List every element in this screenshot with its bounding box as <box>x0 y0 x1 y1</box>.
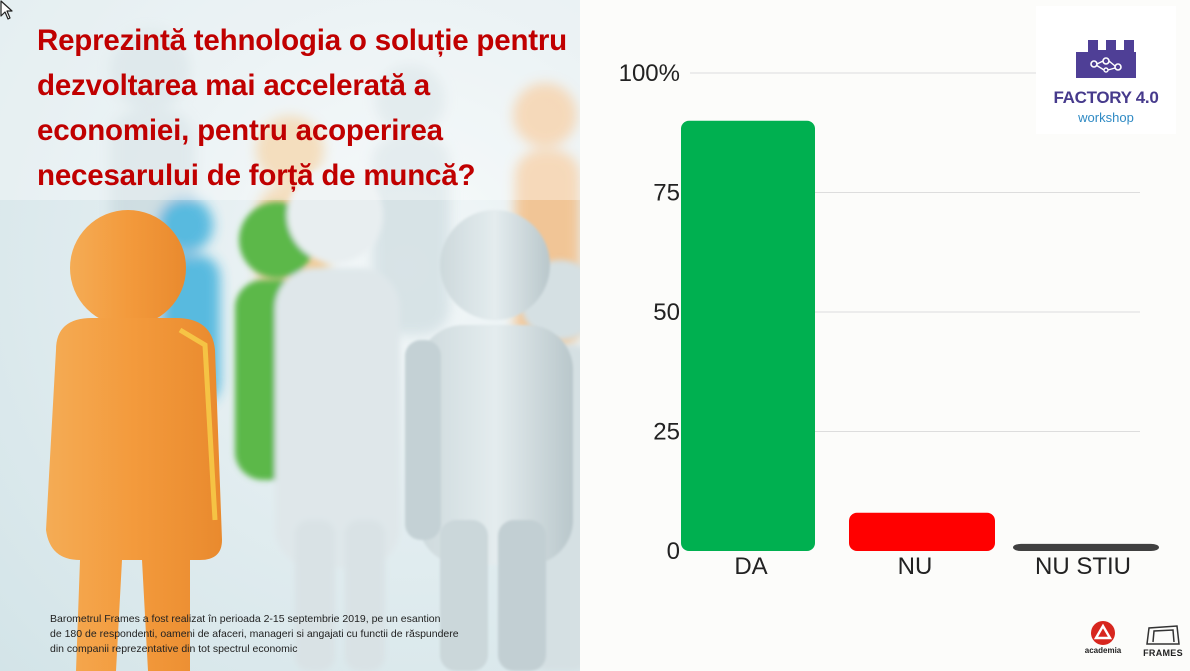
frames-logo: FRAMES <box>1138 624 1188 658</box>
y-tick-label: 0 <box>667 538 680 565</box>
bar <box>849 512 995 551</box>
footnote-line-2: de 180 de respondenti, oameni de afaceri… <box>50 628 459 640</box>
logo-title: FACTORY 4.0 <box>1053 88 1159 107</box>
y-tick-label: 75 <box>653 180 680 207</box>
frames-label: FRAMES <box>1143 648 1183 658</box>
survey-footnote: Barometrul Frames a fost realizat în per… <box>50 612 510 657</box>
x-tick-label: DA <box>734 553 767 580</box>
academia-label: academia <box>1084 646 1122 655</box>
bar-chart: 0 25 50 75 100% DA NU NU STIU <box>619 60 1159 580</box>
footnote-line-3: din companii reprezentative din tot spec… <box>50 643 298 655</box>
factory-logo: FACTORY 4.0 workshop <box>1036 6 1176 134</box>
frames-logo-icon <box>1146 625 1180 645</box>
logo-subtitle: workshop <box>1078 110 1134 125</box>
bar <box>681 120 815 552</box>
footnote-line-1: Barometrul Frames a fost realizat în per… <box>50 613 441 625</box>
bar <box>1013 543 1159 551</box>
x-tick-label: NU STIU <box>1035 553 1131 580</box>
y-tick-label: 100% <box>619 60 680 87</box>
y-tick-label: 25 <box>653 419 680 446</box>
x-tick-label: NU <box>898 553 933 580</box>
y-tick-label: 50 <box>653 299 680 326</box>
background-photo: Reprezintă tehnologia o soluție pentru d… <box>0 0 580 671</box>
factory-network-icon <box>1076 40 1136 78</box>
mouse-pointer-icon <box>0 0 13 20</box>
people-figures-illustration <box>0 0 580 671</box>
academia-logo-icon <box>1091 621 1115 645</box>
question-title: Reprezintă tehnologia o soluție pentru d… <box>37 24 567 192</box>
academia-logo: academia <box>1078 620 1128 655</box>
